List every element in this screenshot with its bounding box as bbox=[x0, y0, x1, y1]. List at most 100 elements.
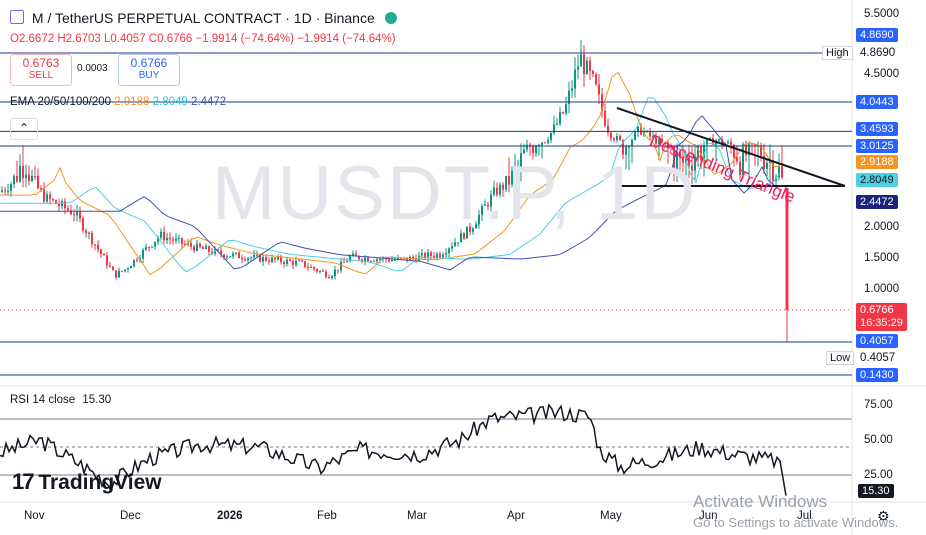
candle-body bbox=[271, 257, 273, 263]
candle-body bbox=[283, 262, 285, 265]
sell-button[interactable]: 0.6763 SELL bbox=[10, 54, 72, 86]
candle-body bbox=[52, 199, 54, 201]
rsi-tick: 75.00 bbox=[864, 399, 893, 411]
ema200-price-label: 2.4472 bbox=[856, 195, 898, 209]
buy-button[interactable]: 0.6766 BUY bbox=[118, 54, 180, 86]
candle-body bbox=[427, 252, 429, 259]
candle-body bbox=[355, 253, 357, 256]
candle-body bbox=[31, 175, 33, 181]
candle-body bbox=[733, 144, 735, 158]
candle-body bbox=[343, 261, 345, 263]
low-value: 0.4057 bbox=[860, 352, 896, 364]
candle-body bbox=[175, 238, 177, 241]
close-value: C0.6766 bbox=[148, 33, 193, 45]
candle-body bbox=[376, 259, 378, 262]
candle-body bbox=[457, 242, 459, 244]
candle-body bbox=[682, 157, 684, 163]
ema-legend[interactable]: EMA 20/50/100/200 2.9188 2.8049 2.4472 bbox=[10, 96, 226, 108]
tradingview-logo[interactable]: 17 TradingView bbox=[12, 469, 162, 495]
candle-body bbox=[253, 254, 255, 258]
ema-20-line bbox=[0, 71, 781, 276]
candle-body bbox=[640, 126, 642, 135]
candle-body bbox=[118, 270, 120, 278]
candle-body bbox=[235, 252, 237, 254]
candle-body bbox=[337, 269, 339, 271]
candle-body bbox=[361, 259, 363, 262]
windows-activation-subtitle: Go to Settings to activate Windows. bbox=[693, 515, 899, 530]
candle-body bbox=[766, 163, 768, 169]
sell-label: SELL bbox=[28, 70, 54, 81]
candle-body bbox=[70, 210, 72, 215]
candle-body bbox=[178, 237, 180, 239]
candle-body bbox=[469, 226, 471, 232]
candle-body bbox=[625, 146, 627, 155]
candle-body bbox=[496, 187, 498, 195]
candle-body bbox=[358, 255, 360, 260]
candle-body bbox=[523, 149, 525, 154]
candle-body bbox=[487, 204, 489, 207]
candle-body bbox=[721, 139, 723, 144]
chart-header: M / TetherUS PERPETUAL CONTRACT · 1D · B… bbox=[10, 10, 397, 26]
candle-body bbox=[526, 144, 528, 150]
candle-body bbox=[256, 254, 258, 256]
candle-body bbox=[637, 126, 639, 133]
candle-body bbox=[367, 257, 369, 262]
candle-body bbox=[445, 252, 447, 255]
candle-body bbox=[658, 138, 660, 144]
candle-body bbox=[502, 184, 504, 190]
candle-body bbox=[583, 54, 585, 75]
candle-body bbox=[244, 259, 246, 261]
rsi-value: 15.30 bbox=[82, 394, 112, 406]
candle-body bbox=[538, 144, 540, 146]
rsi-legend[interactable]: RSI 14 close 15.30 bbox=[10, 394, 111, 406]
candle-body bbox=[676, 151, 678, 169]
candle-body bbox=[373, 260, 375, 262]
candle-body bbox=[331, 276, 333, 279]
chevron-up-icon: ⌃ bbox=[18, 121, 30, 135]
candle-body bbox=[616, 136, 618, 141]
candle-body bbox=[223, 254, 225, 258]
settings-gear-icon[interactable]: ⚙ bbox=[877, 508, 890, 524]
candle-body bbox=[55, 200, 57, 205]
time-tick: Jun bbox=[699, 510, 718, 522]
candle-body bbox=[577, 66, 579, 70]
candle-body bbox=[700, 145, 702, 160]
candle-body bbox=[568, 90, 570, 105]
symbol-title[interactable]: M / TetherUS PERPETUAL CONTRACT · 1D · B… bbox=[31, 10, 375, 26]
candle-body bbox=[601, 94, 603, 111]
candle-body bbox=[268, 260, 270, 263]
candle-body bbox=[451, 246, 453, 249]
candle-body bbox=[67, 208, 69, 211]
candle-body bbox=[466, 226, 468, 239]
candle-body bbox=[634, 132, 636, 140]
candle-body bbox=[319, 270, 321, 272]
candle-body bbox=[472, 228, 474, 232]
candle-body bbox=[772, 160, 774, 181]
rsi-tick: 25.00 bbox=[864, 469, 893, 481]
candle-body bbox=[274, 257, 276, 260]
candle-body bbox=[166, 237, 168, 241]
candle-body bbox=[763, 155, 765, 169]
candle-body bbox=[565, 104, 567, 114]
time-tick: May bbox=[600, 510, 622, 522]
time-tick: Mar bbox=[407, 510, 427, 522]
rsi-line bbox=[0, 403, 787, 496]
candle-body bbox=[196, 243, 198, 251]
candle-body bbox=[571, 88, 573, 91]
candle-body bbox=[769, 160, 771, 164]
candle-body bbox=[505, 175, 507, 190]
candle-body bbox=[40, 188, 42, 190]
candle-body bbox=[91, 232, 93, 245]
candle-body bbox=[322, 270, 324, 272]
candle-body bbox=[433, 255, 435, 258]
candle-body bbox=[418, 255, 420, 262]
candle-body bbox=[115, 270, 117, 278]
collapse-legend-button[interactable]: ⌃ bbox=[10, 118, 38, 140]
candle-body bbox=[295, 260, 297, 265]
candle-body bbox=[661, 138, 663, 143]
bar-countdown: 16:35:29 bbox=[860, 317, 903, 329]
rsi-tick: 50.00 bbox=[864, 434, 893, 446]
candle-body bbox=[232, 253, 234, 257]
candle-body bbox=[499, 184, 501, 195]
